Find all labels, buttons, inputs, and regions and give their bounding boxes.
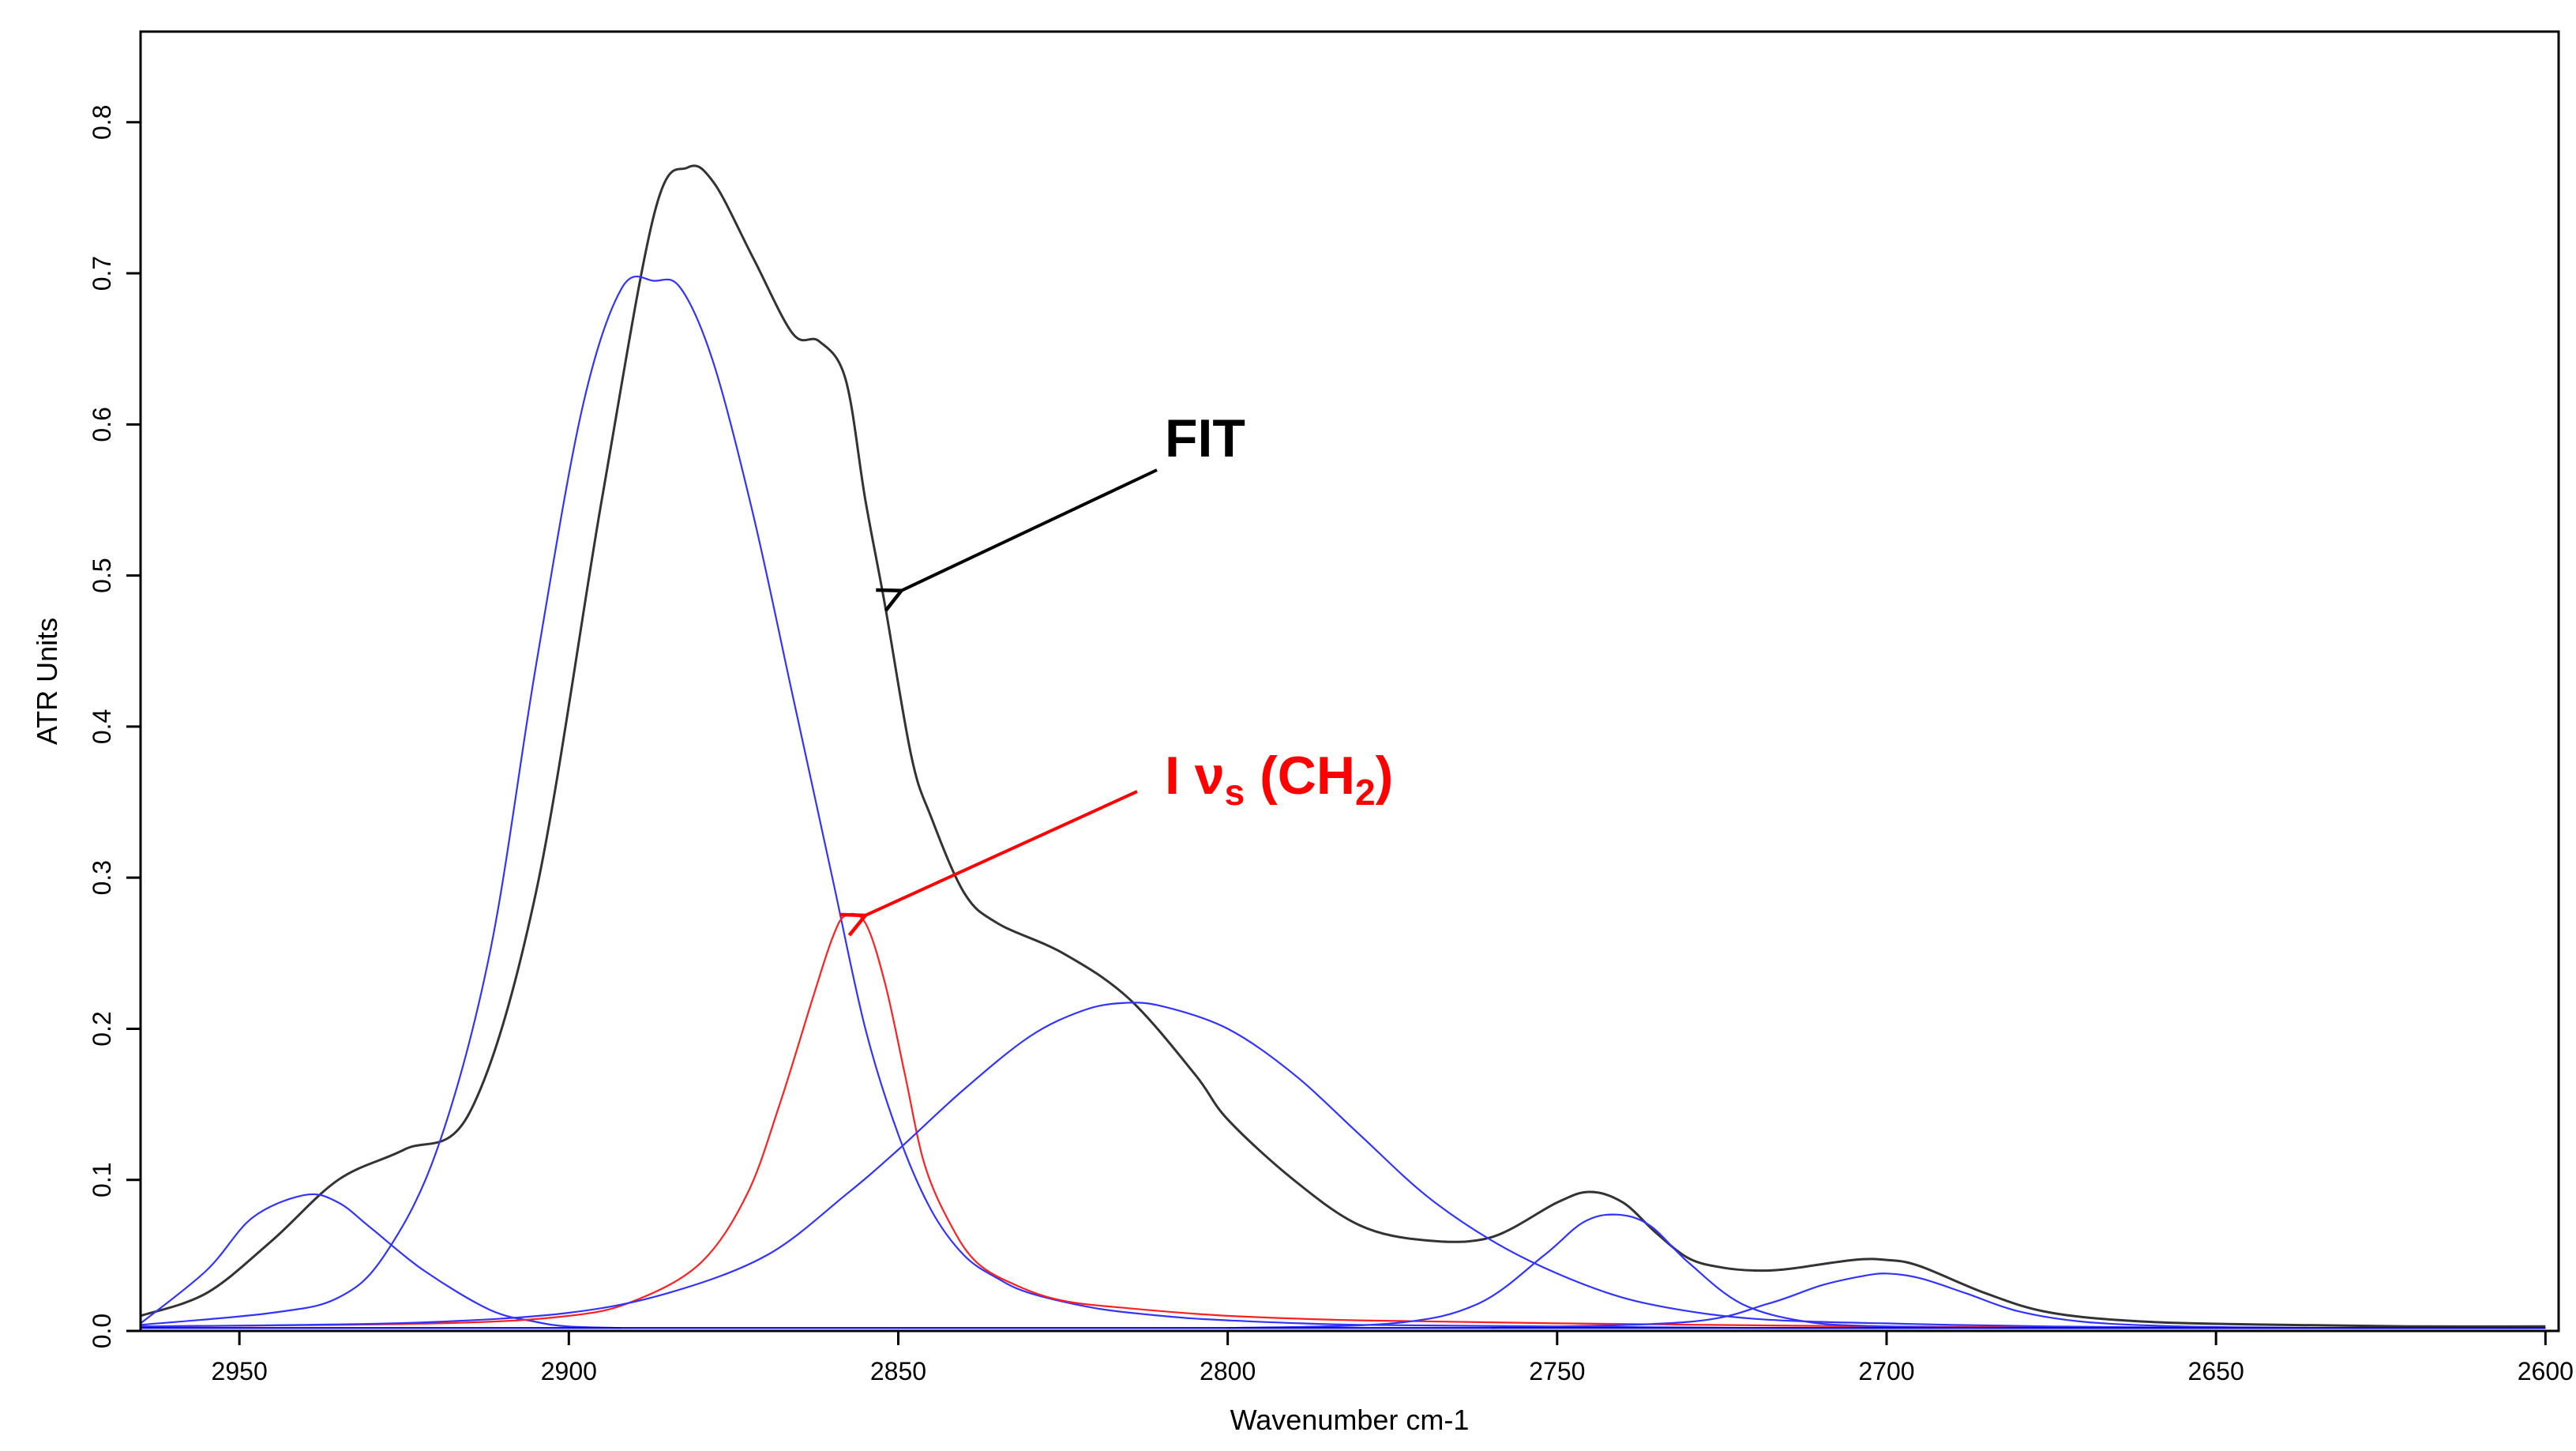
y-tick-label: 0.4	[88, 709, 116, 744]
ch2-label-prefix: I	[1165, 746, 1195, 806]
x-axis-title: Wavenumber cm-1	[1230, 1404, 1470, 1436]
x-tick-label: 2700	[1858, 1357, 1914, 1385]
x-tick-label: 2650	[2188, 1357, 2244, 1385]
y-tick-label: 0.8	[88, 105, 116, 140]
series-line-component-1	[140, 1193, 622, 1329]
ch2-label-sub: 2	[1355, 772, 1376, 813]
annotations-layer: FIT I νs (CH2)	[866, 408, 1393, 915]
x-tick-label: 2750	[1529, 1357, 1585, 1385]
ch2-annotation-arrow	[866, 790, 1138, 915]
series-line-fit-0	[140, 164, 2546, 1328]
series-line-component-2	[140, 275, 2546, 1329]
y-axis-title: ATR Units	[31, 618, 63, 745]
ch2-label-nu: ν	[1195, 746, 1225, 806]
y-tick-label: 0.2	[88, 1011, 116, 1046]
fit-annotation-arrow	[901, 468, 1158, 591]
series-line-highlight-3	[140, 912, 2546, 1329]
fit-annotation-label: FIT	[1165, 408, 1245, 468]
y-tick-label: 0.6	[88, 407, 116, 442]
ch2-label-mid: (CH	[1245, 746, 1355, 806]
x-tick-label: 2900	[541, 1357, 597, 1385]
ch2-label-suffix: )	[1376, 746, 1394, 806]
series-layer	[140, 164, 2546, 1329]
plot-frame	[139, 30, 2560, 1333]
series-line-component-4	[140, 1002, 2546, 1329]
axes-layer: 2950 2900 2850 2800 2750 2700 2650 2600 0.0 0.1 0.…	[88, 30, 2574, 1385]
ch2-annotation-label: I νs (CH2)	[1165, 746, 1393, 813]
x-tick-label: 2600	[2518, 1357, 2574, 1385]
x-tick-label: 2950	[212, 1357, 268, 1385]
x-tick-label: 2800	[1200, 1357, 1256, 1385]
x-tick-label: 2850	[870, 1357, 926, 1385]
y-tick-label: 0.7	[88, 256, 116, 291]
ch2-label-nu-sub: s	[1225, 772, 1245, 813]
y-tick-label: 0.1	[88, 1162, 116, 1197]
y-tick-label: 0.0	[88, 1314, 116, 1348]
y-tick-label: 0.3	[88, 860, 116, 895]
y-tick-label: 0.5	[88, 558, 116, 592]
